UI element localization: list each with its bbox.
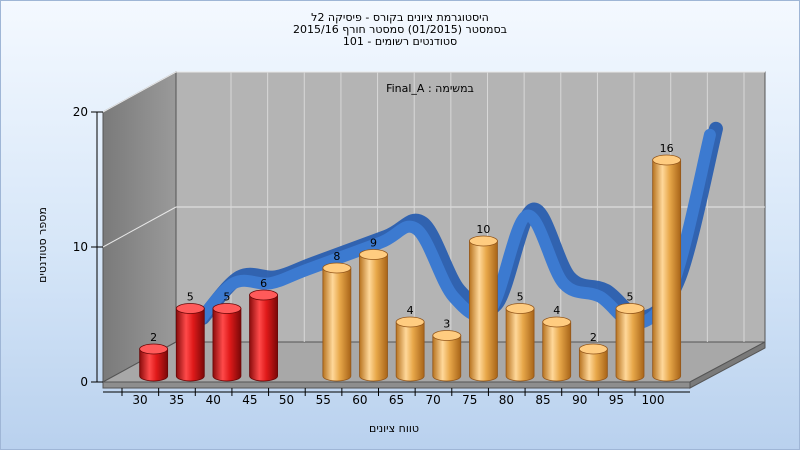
bar-body: [505, 308, 535, 382]
x-tick-label: 80: [499, 393, 514, 407]
x-tick-label: 30: [132, 393, 147, 407]
bar-top: [395, 316, 425, 328]
bar-body: [395, 321, 425, 382]
x-tick-label: 95: [609, 393, 624, 407]
bar-value-label: 2: [590, 331, 597, 344]
bar-body: [578, 348, 608, 382]
bar-body: [139, 348, 169, 382]
x-tick-label: 55: [316, 393, 331, 407]
x-axis-title: טווח ציונים: [369, 422, 419, 435]
bars: 2 5 5 6 8 9 4 3 10 5 4 2 5 16: [139, 142, 682, 382]
bar-top: [469, 235, 498, 247]
x-tick-label: 85: [535, 393, 550, 407]
x-tick-label: 40: [206, 393, 221, 407]
bar-value-label: 8: [333, 250, 340, 263]
bar-value-label: 3: [443, 318, 450, 331]
x-tick-label: 50: [279, 393, 294, 407]
y-tick-label: 20: [73, 105, 88, 119]
bar-top: [542, 316, 572, 328]
x-tick-label: 65: [389, 393, 404, 407]
bar-value-label: 6: [260, 277, 267, 290]
bar-top: [615, 303, 645, 314]
bar-value-label: 9: [370, 237, 377, 250]
bar-top: [578, 343, 608, 355]
bar-value-label: 5: [517, 291, 524, 304]
chart-subtitle: בסמסטר (01/2015) סמסטר חורף 2015/16: [293, 23, 507, 36]
chart-enrolled-count: 101 - סטודנטים רשומים: [342, 35, 458, 48]
bar-top: [652, 154, 682, 166]
x-tick-label: 60: [352, 393, 367, 407]
bar-top: [212, 303, 242, 314]
bar-top: [432, 330, 462, 341]
bar-top: [505, 303, 535, 314]
bar-top: [322, 262, 352, 274]
y-tick-label: 0: [80, 375, 88, 389]
gridlines: [102, 71, 765, 342]
floor-front-edge: [102, 381, 691, 389]
bar-body: [615, 308, 645, 382]
bar-value-label: 5: [187, 291, 194, 304]
bar-top: [139, 343, 169, 355]
x-axis: 30 35 40 45 50 55 60 65 70 75 80 85 90 95 100: [103, 388, 690, 407]
bar-body: [432, 335, 462, 382]
bar-value-label: 16: [660, 142, 674, 155]
bar-body: [212, 308, 242, 382]
y-axis: 0 10 20: [73, 105, 103, 389]
chart-title: היסטוגרמת ציונים בקורס - פיסיקה 2ל: [311, 11, 489, 24]
bar-top: [249, 289, 278, 301]
y-tick-label: 10: [73, 240, 88, 254]
bar-value-label: 5: [627, 291, 634, 304]
bar-top: [359, 249, 388, 260]
series-annotation: Final_A : במשימה: [386, 82, 474, 95]
bar-body: [249, 294, 278, 382]
x-tick-label: 35: [169, 393, 184, 407]
side-gridline: [102, 71, 177, 113]
bar-top: [175, 303, 205, 314]
x-tick-label: 75: [462, 393, 477, 407]
x-tick-label: 70: [426, 393, 441, 407]
bar-value-label: 4: [553, 304, 560, 317]
bar-body: [322, 267, 352, 382]
floor-right-edge: [689, 341, 766, 389]
x-tick-label: 100: [642, 393, 665, 407]
bar-value-label: 10: [476, 223, 490, 236]
bar-body: [175, 308, 205, 382]
bar-body: [469, 240, 498, 382]
bar-value-label: 5: [223, 291, 230, 304]
bar-body: [652, 159, 682, 382]
x-tick-label: 90: [572, 393, 587, 407]
bar-value-label: 2: [150, 331, 157, 344]
bar-body: [542, 321, 572, 382]
x-tick-label: 45: [242, 393, 257, 407]
side-gridline: [102, 206, 177, 248]
bar-body: [359, 254, 388, 382]
bar-value-label: 4: [407, 304, 414, 317]
y-axis-title: מספר סטודנטים: [36, 207, 49, 283]
